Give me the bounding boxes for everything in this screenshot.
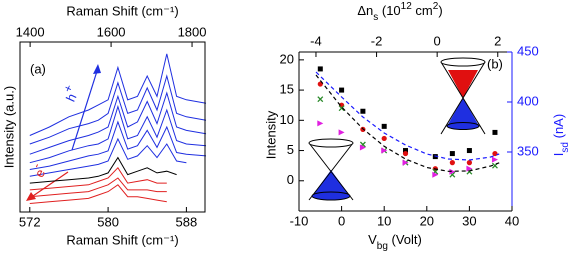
x-tick-label: 572 xyxy=(19,214,41,229)
spectrum xyxy=(29,184,167,204)
carrier-sup: + xyxy=(61,82,77,94)
x2-tick-label: 1400 xyxy=(16,24,45,39)
x-tick-label: 10 xyxy=(377,213,391,228)
fit-curve xyxy=(315,74,500,172)
x2-tick-label: -2 xyxy=(371,33,383,48)
x2-axis-label-part: Δn xyxy=(357,3,373,18)
fit-curve xyxy=(315,71,500,161)
y-tick-label: 15 xyxy=(280,82,294,97)
x2-axis-label-part: 12 xyxy=(401,1,413,12)
plot-frame xyxy=(19,41,206,213)
spectrum xyxy=(29,104,207,164)
point xyxy=(449,160,455,166)
x-tick-label: 40 xyxy=(505,213,519,228)
point xyxy=(317,120,324,127)
point xyxy=(466,160,472,166)
y-axis-label: Intensity (a.u.) xyxy=(1,86,16,168)
x2-tick-label: 2 xyxy=(494,33,501,48)
dirac-cone-top xyxy=(440,57,486,135)
x2-axis-label-part: (10 xyxy=(378,3,400,18)
hole-arrow xyxy=(71,67,99,151)
x2-tick-label: 0 xyxy=(434,33,441,48)
point xyxy=(432,171,439,178)
carrier-label: e- xyxy=(26,161,50,180)
x2-tick-label: 1600 xyxy=(97,24,126,39)
spectrum xyxy=(29,120,207,170)
point xyxy=(491,156,498,163)
x2-axis-label: Raman Shift (cm⁻¹) xyxy=(66,3,178,18)
point xyxy=(317,66,323,72)
point xyxy=(403,148,408,154)
point xyxy=(402,150,409,157)
x-axis-label-part: V xyxy=(368,232,377,247)
x-tick-label: 580 xyxy=(97,214,119,229)
x-axis-label-part: (Volt) xyxy=(388,232,422,247)
spectrum xyxy=(29,91,207,155)
point xyxy=(339,87,345,93)
electron-arrow xyxy=(29,171,69,199)
y2-axis-label-part: (nA) xyxy=(551,114,566,142)
point xyxy=(492,150,498,157)
carrier-label: h+ xyxy=(58,82,83,104)
point xyxy=(360,108,366,114)
x-axis-label-part: bg xyxy=(377,241,388,252)
spectrum xyxy=(29,156,177,184)
x-tick-label: 30 xyxy=(462,213,476,228)
panel-label: (b) xyxy=(487,56,503,71)
x2-axis-label-part: ) xyxy=(438,3,442,18)
point xyxy=(402,159,409,166)
dirac-cone-bottom xyxy=(308,138,354,201)
point xyxy=(338,105,345,112)
y2-tick-label: 450 xyxy=(517,43,539,58)
point xyxy=(317,96,324,103)
point xyxy=(359,144,366,151)
point xyxy=(466,165,473,172)
x2-tick-label: 1800 xyxy=(178,24,207,39)
point xyxy=(466,148,472,154)
y2-axis-label: Isd (nA) xyxy=(551,114,571,156)
y-axis-label: Intensity xyxy=(263,110,278,159)
point xyxy=(381,123,387,129)
x-tick-label: -10 xyxy=(290,213,309,228)
y2-axis-label-part: I xyxy=(551,153,566,157)
x-tick-label: 588 xyxy=(176,214,198,229)
y2-axis-label-part: sd xyxy=(560,142,571,153)
y-tick-label: 5 xyxy=(287,142,294,157)
x-axis-label: Vbg (Volt) xyxy=(368,232,422,252)
point xyxy=(338,129,345,136)
point xyxy=(381,135,387,142)
point xyxy=(449,151,455,157)
x-tick-label: 0 xyxy=(338,213,345,228)
x-tick-label: 20 xyxy=(420,213,434,228)
x2-axis-label-part: cm xyxy=(412,3,433,18)
point xyxy=(381,147,388,154)
y-tick-label: 0 xyxy=(287,172,294,187)
y-tick-label: 20 xyxy=(280,51,294,66)
y-tick-label: 10 xyxy=(280,112,294,127)
x2-axis-label-part: 2 xyxy=(433,1,439,12)
spectrum xyxy=(29,137,187,177)
spectrum xyxy=(29,166,167,191)
x2-axis-label-part: s xyxy=(373,12,378,23)
spectrum xyxy=(29,74,207,145)
y2-tick-label: 350 xyxy=(517,143,539,158)
spectrum xyxy=(29,177,167,198)
spectrum xyxy=(29,53,207,136)
x2-axis-label: Δns (1012 cm2) xyxy=(357,1,442,23)
y2-tick-label: 400 xyxy=(517,93,539,108)
carrier-sup: - xyxy=(29,161,43,171)
point xyxy=(449,168,456,175)
point xyxy=(492,129,498,135)
x-axis-label: Raman Shift (cm⁻¹) xyxy=(66,232,178,247)
x2-tick-label: -4 xyxy=(310,33,322,48)
panel-label: (a) xyxy=(30,61,46,76)
hole-arrowhead xyxy=(93,64,101,74)
